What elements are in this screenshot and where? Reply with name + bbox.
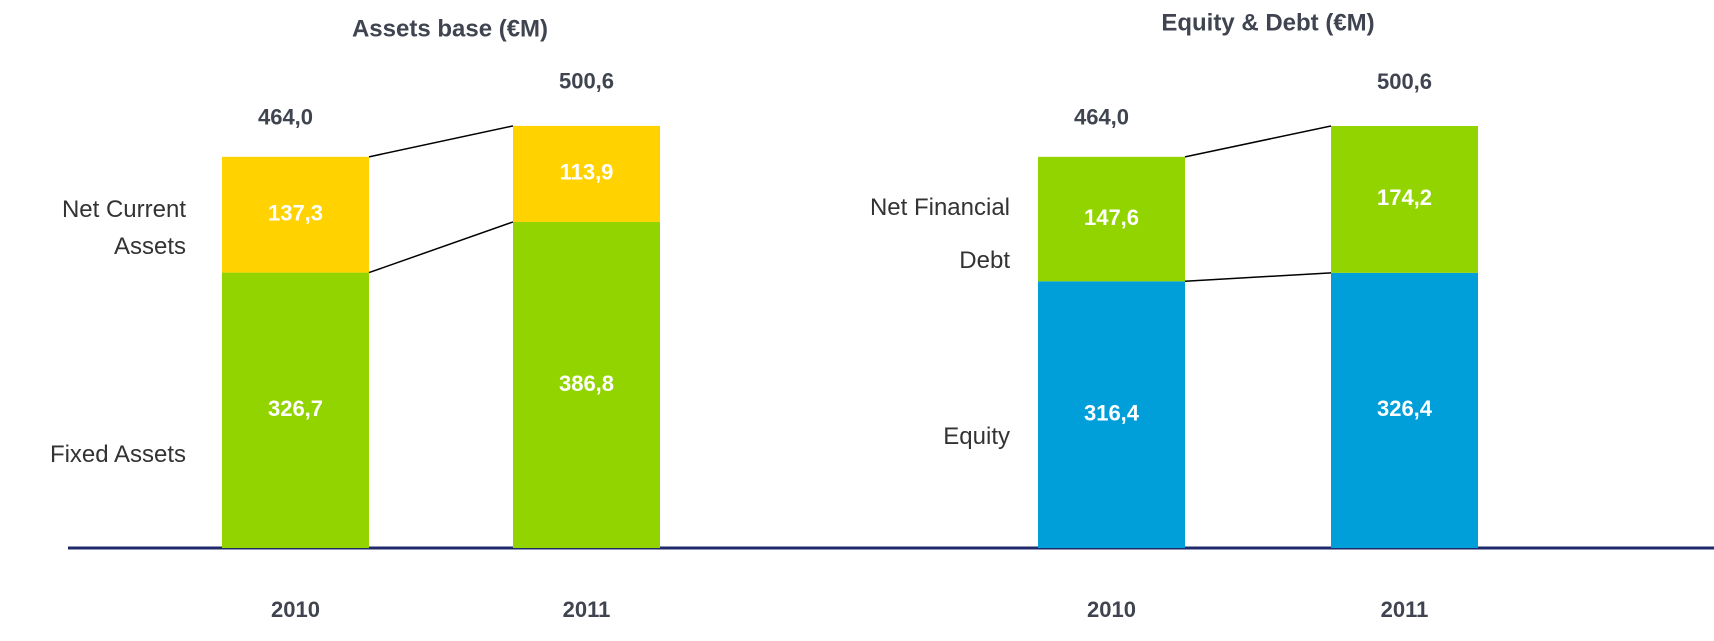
chart-title: Equity & Debt (€M) [1161,9,1374,36]
value-label: 137,3 [268,201,323,226]
bar-segment [1331,272,1478,548]
value-label: 316,4 [1084,400,1140,425]
series-label: Net Financial Debt [869,194,1010,274]
total-label: 464,0 [1074,105,1129,130]
series-label: Net Current Assets [61,196,186,260]
bar-segment [222,272,369,548]
chart-title: Assets base (€M) [352,15,548,42]
bar-segment [222,156,369,273]
connector [368,125,514,158]
bar-segment [513,125,660,222]
value-label: 326,7 [268,396,323,421]
value-label: 326,4 [1377,396,1433,421]
series-label: Fixed Assets [49,441,186,468]
x-tick-label: 2010 [1087,597,1136,622]
x-tick-label: 2010 [271,597,320,622]
connector [1184,125,1332,158]
series-label: Equity [943,423,1010,450]
connector [368,221,514,274]
bar-segment [1038,281,1185,548]
value-label: 386,8 [559,371,614,396]
x-tick-label: 2011 [1381,597,1429,622]
value-label: 174,2 [1377,185,1432,210]
x-tick-label: 2011 [563,597,611,622]
total-label: 464,0 [258,105,313,130]
connector [1184,272,1332,283]
bar-segment [1331,125,1478,273]
total-label: 500,6 [1377,69,1432,94]
value-label: 147,6 [1084,205,1139,230]
total-label: 500,6 [559,69,614,94]
bar-segment [513,221,660,548]
bar-segment [1038,156,1185,282]
value-label: 113,9 [560,160,614,185]
